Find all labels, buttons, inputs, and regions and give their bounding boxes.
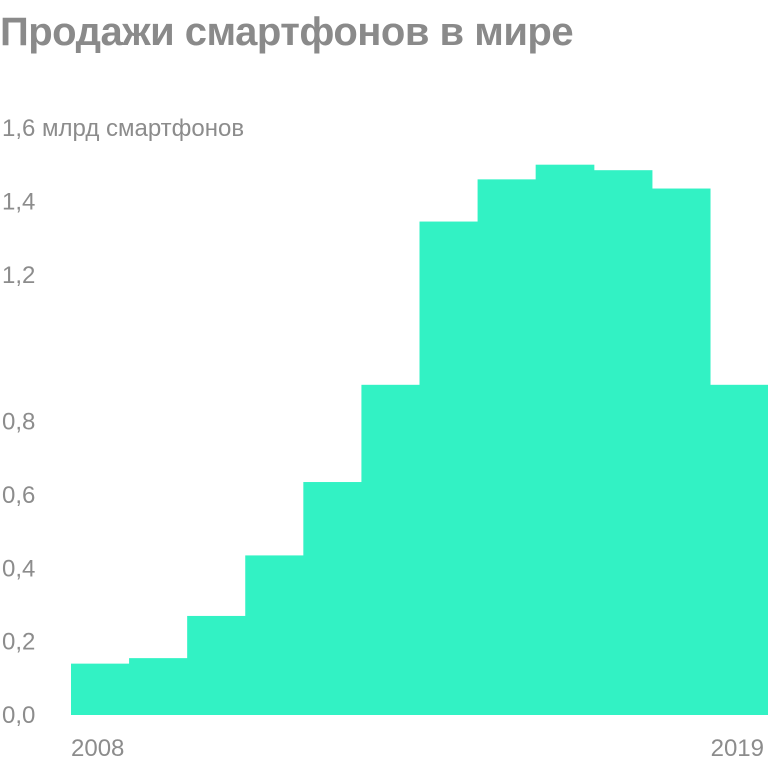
bar-2012: [303, 482, 363, 715]
x-tick-label: 2019: [711, 735, 764, 762]
bar-2018: [651, 188, 711, 716]
y-tick-label: 0,4: [2, 555, 35, 582]
x-tick-label: 2008: [71, 735, 124, 762]
bar-2015: [477, 179, 537, 716]
y-tick-label: 0,8: [2, 409, 35, 436]
bar-2014: [419, 221, 479, 715]
y-tick-label: 0,0: [2, 702, 35, 729]
bar-2008: [71, 663, 130, 715]
y-axis-unit-label: 1,6 млрд смартфонов: [2, 115, 244, 142]
y-tick-label: 0,6: [2, 482, 35, 509]
y-tick-label: 1,4: [2, 188, 35, 215]
y-axis-ticks: 0,0 0,2 0,4 0,6 0,8 1,2 1,4: [2, 188, 35, 729]
bars-group: [71, 164, 768, 716]
bar-2010: [187, 615, 246, 715]
y-tick-label: 0,2: [2, 629, 35, 656]
bar-2011: [245, 555, 304, 715]
bar-2013: [361, 384, 421, 715]
x-axis-ticks: 2008 2019: [71, 735, 764, 762]
bar-2016: [535, 164, 595, 715]
bar-2009: [129, 658, 188, 715]
chart-title: Продажи смартфонов в мире: [0, 10, 574, 54]
bar-2017: [593, 170, 653, 716]
y-tick-label: 1,2: [2, 262, 35, 289]
bar-2019: [709, 384, 768, 715]
